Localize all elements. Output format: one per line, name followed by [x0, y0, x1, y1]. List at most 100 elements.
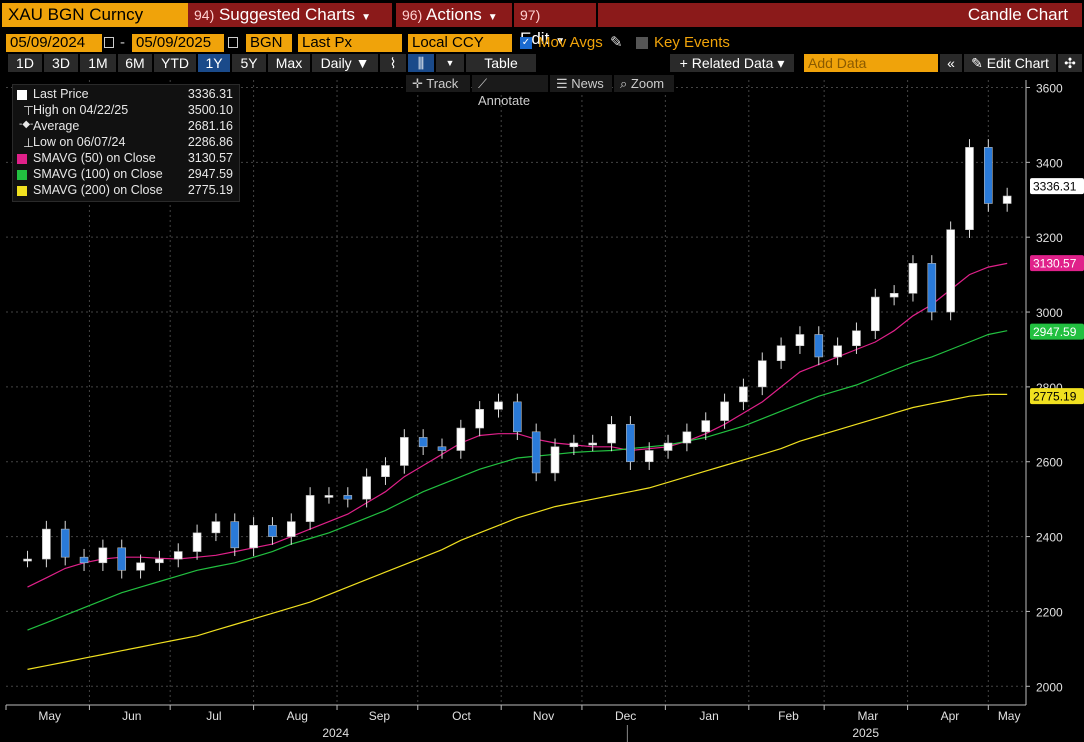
x-tick-label: Jun	[122, 709, 141, 723]
candle-body	[889, 293, 899, 298]
annotate-button[interactable]: ⟋ Annotate	[472, 75, 548, 108]
range-6m[interactable]: 6M	[118, 54, 152, 72]
candle-body	[305, 495, 315, 522]
candle-chart-icon[interactable]: ⫼	[408, 54, 434, 72]
range-5y[interactable]: 5Y	[232, 54, 266, 72]
candle-body	[946, 229, 955, 313]
mov-avgs-checkbox[interactable]: ✓	[520, 37, 532, 49]
range-1d[interactable]: 1D	[8, 54, 42, 72]
range-ytd[interactable]: YTD	[154, 54, 196, 72]
y-tick-label: 3600	[1036, 81, 1063, 95]
legend-swatch	[17, 170, 27, 180]
pencil-icon[interactable]: ✎	[610, 34, 623, 51]
key-events-checkbox[interactable]	[636, 37, 648, 49]
range-1y[interactable]: 1Y	[198, 54, 230, 72]
collapse-icon[interactable]: «	[940, 54, 962, 72]
candle-body	[324, 495, 334, 498]
x-tick-label: May	[38, 709, 61, 723]
candle-body	[230, 521, 240, 549]
add-data-input[interactable]: Add Data	[804, 54, 938, 72]
currency-select[interactable]: Local CCY	[408, 34, 512, 52]
candle-body	[286, 521, 296, 537]
value-tag	[1030, 178, 1084, 195]
zoom-button[interactable]: ⌕ Zoom	[614, 75, 674, 92]
line-chart-icon[interactable]: ⌇	[380, 54, 406, 72]
source-field[interactable]: BGN	[246, 34, 292, 52]
candle-body	[757, 360, 767, 388]
legend-label: SMAVG (100) on Close	[33, 167, 163, 181]
edit-chart-button[interactable]: ✎ Edit Chart	[964, 54, 1056, 72]
magnifier-icon: ⌕	[620, 76, 631, 91]
calendar-icon[interactable]	[104, 37, 114, 48]
legend-smavg-50: SMAVG (50) on Close 3130.57	[17, 151, 235, 167]
table-button[interactable]: Table	[466, 54, 536, 72]
low-marker-icon: ⊥	[23, 136, 34, 150]
start-date-input[interactable]: 05/09/2024	[6, 34, 102, 52]
x-tick-label: Oct	[452, 709, 471, 723]
settings-icon[interactable]: ✣	[1058, 54, 1082, 72]
calendar-icon[interactable]	[228, 37, 238, 48]
candle-body	[870, 296, 880, 332]
candle-body	[569, 442, 579, 448]
legend-label: Average	[33, 119, 80, 133]
candle-body	[908, 263, 918, 294]
range-3d[interactable]: 3D	[44, 54, 78, 72]
candle-body	[400, 437, 409, 466]
news-button[interactable]: ☰ News	[550, 75, 612, 92]
value-tag-label: 2947.59	[1033, 325, 1077, 339]
end-date-input[interactable]: 05/09/2025	[132, 34, 224, 52]
value-tag	[1030, 323, 1084, 340]
caret-down-icon: ▼	[487, 12, 498, 23]
candle-body	[588, 442, 598, 446]
legend-value: 2947.59	[187, 167, 233, 181]
legend-high: ⊤ High on 04/22/25 3500.10	[17, 103, 235, 119]
range-max[interactable]: Max	[268, 54, 310, 72]
news-label: News	[571, 76, 604, 91]
candle-body	[644, 450, 654, 463]
candle-body	[173, 551, 183, 560]
zoom-label: Zoom	[630, 76, 665, 91]
x-tick-label: Aug	[287, 709, 308, 723]
chart-type-dropdown-icon[interactable]: ▼	[436, 54, 464, 72]
candle-body	[79, 556, 89, 564]
price-field-select[interactable]: Last Px	[298, 34, 402, 52]
track-button[interactable]: ✛ Track	[406, 75, 470, 92]
candle-body	[852, 330, 861, 347]
candle-body	[456, 427, 466, 451]
date-separator: -	[120, 34, 125, 51]
candle-body	[833, 345, 842, 358]
range-1m[interactable]: 1M	[80, 54, 116, 72]
series-line	[27, 330, 1008, 631]
related-data-button[interactable]: + Related Data ▾	[670, 54, 794, 72]
legend-smavg-200: SMAVG (200) on Close 2775.19	[17, 183, 235, 199]
frequency-select[interactable]: Daily ▼	[312, 54, 378, 72]
suggested-charts-menu[interactable]: 94) Suggested Charts ▼	[188, 3, 392, 27]
legend-low: ⊥ Low on 06/07/24 2286.86	[17, 135, 235, 151]
annotate-label: Annotate	[478, 93, 531, 108]
edit-chart-label: Edit Chart	[986, 55, 1049, 71]
candle-body	[98, 547, 108, 564]
legend-label: High on 04/22/25	[33, 103, 129, 117]
menu-label: Suggested Charts	[218, 5, 356, 24]
legend-value: 2286.86	[187, 135, 233, 149]
average-marker-icon: -◆-	[19, 119, 34, 130]
candle-body	[965, 147, 974, 231]
candle-body	[984, 147, 993, 204]
candle-body	[155, 558, 164, 564]
edit-menu[interactable]: 97) Edit ▼	[514, 3, 596, 48]
legend-value: 3336.31	[187, 87, 233, 101]
candle-body	[739, 386, 748, 403]
caret-down-icon: ▼	[555, 36, 566, 47]
actions-menu[interactable]: 96) Actions ▼	[396, 3, 512, 27]
legend-average: -◆- Average 2681.16	[17, 119, 235, 135]
candle-body	[626, 424, 635, 463]
value-tag-label: 3130.57	[1033, 257, 1077, 271]
candle-body	[343, 495, 353, 500]
menu-number: 94)	[194, 7, 215, 23]
track-label: Track	[426, 76, 459, 91]
candle-body	[513, 401, 522, 433]
ticker-field[interactable]: XAU BGN Curncy	[2, 3, 190, 27]
legend-label: SMAVG (200) on Close	[33, 183, 163, 197]
legend-value: 2681.16	[187, 119, 233, 133]
